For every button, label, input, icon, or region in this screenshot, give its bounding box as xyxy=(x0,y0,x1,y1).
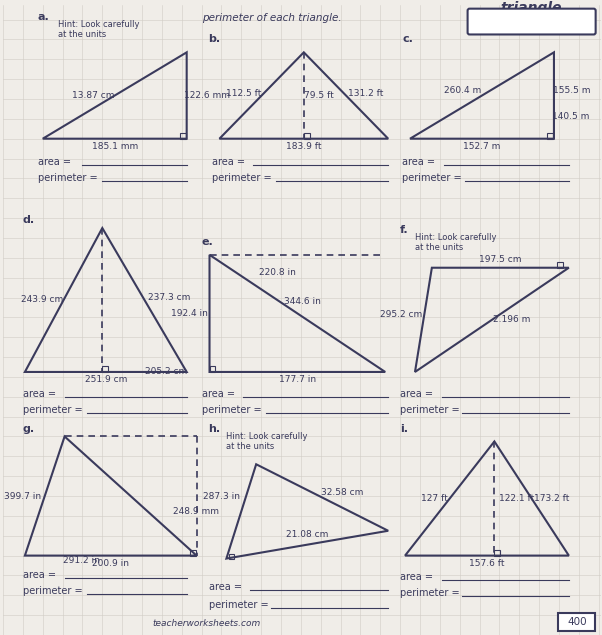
Text: perimeter =: perimeter = xyxy=(400,404,460,415)
Text: perimeter =: perimeter = xyxy=(202,404,261,415)
Text: h.: h. xyxy=(208,424,221,434)
Text: perimeter =: perimeter = xyxy=(23,404,82,415)
Text: 183.9 ft: 183.9 ft xyxy=(286,142,321,151)
Text: perimeter =: perimeter = xyxy=(211,173,271,184)
Text: 155.5 m: 155.5 m xyxy=(553,86,591,95)
Text: perimeter of each triangle.: perimeter of each triangle. xyxy=(202,13,341,23)
Text: 122.6 mm: 122.6 mm xyxy=(184,91,229,100)
Text: 197.5 cm: 197.5 cm xyxy=(479,255,521,264)
Text: perimeter =: perimeter = xyxy=(38,173,98,184)
Text: 243.9 cm: 243.9 cm xyxy=(20,295,63,305)
Text: 192.4 in: 192.4 in xyxy=(171,309,208,318)
Text: i.: i. xyxy=(400,424,408,434)
Text: 291.2 in: 291.2 in xyxy=(63,556,99,565)
Text: 152.7 m: 152.7 m xyxy=(464,142,501,151)
Text: 122.1 ft: 122.1 ft xyxy=(498,494,534,503)
Text: area =: area = xyxy=(402,157,435,168)
Text: 287.3 in: 287.3 in xyxy=(203,491,240,500)
Text: area =: area = xyxy=(38,157,71,168)
Text: 13.87 cm: 13.87 cm xyxy=(72,91,114,100)
Text: 177.7 in: 177.7 in xyxy=(279,375,316,384)
Text: 112.5 ft: 112.5 ft xyxy=(226,89,261,98)
Text: 127 ft: 127 ft xyxy=(421,494,448,503)
Text: area =: area = xyxy=(400,572,433,582)
Text: 185.1 mm: 185.1 mm xyxy=(92,142,138,151)
Text: b.: b. xyxy=(208,34,221,44)
Text: 399.7 in: 399.7 in xyxy=(4,491,42,500)
Text: 79.5 ft: 79.5 ft xyxy=(304,91,334,100)
Text: 200.9 in: 200.9 in xyxy=(92,559,129,568)
Text: 2.196 m: 2.196 m xyxy=(493,316,530,324)
Text: area =: area = xyxy=(23,570,56,580)
Text: Hint: Look carefully
at the units: Hint: Look carefully at the units xyxy=(226,432,308,451)
Text: area =: area = xyxy=(23,389,56,399)
Text: a.: a. xyxy=(38,11,49,22)
Text: 131.2 ft: 131.2 ft xyxy=(348,89,383,98)
Text: 260.4 m: 260.4 m xyxy=(444,86,481,95)
Text: 140.5 m: 140.5 m xyxy=(552,112,589,121)
Text: d.: d. xyxy=(23,215,35,225)
Text: perimeter =: perimeter = xyxy=(208,600,268,610)
Text: area =: area = xyxy=(208,582,241,592)
Text: 32.58 cm: 32.58 cm xyxy=(321,488,363,497)
Text: perimeter =: perimeter = xyxy=(400,588,460,598)
Text: g.: g. xyxy=(23,424,35,434)
Text: area =: area = xyxy=(211,157,244,168)
Text: 248.9 mm: 248.9 mm xyxy=(173,507,220,516)
Text: area =: area = xyxy=(202,389,235,399)
Text: Hint: Look carefully
at the units: Hint: Look carefully at the units xyxy=(415,233,497,252)
Text: 157.6 ft: 157.6 ft xyxy=(469,559,504,568)
Text: triangle: triangle xyxy=(489,13,545,25)
Text: 173.2 ft: 173.2 ft xyxy=(534,494,569,503)
Text: perimeter =: perimeter = xyxy=(402,173,462,184)
Text: c.: c. xyxy=(402,34,413,44)
Text: 237.3 cm: 237.3 cm xyxy=(148,293,190,302)
Text: 220.8 in: 220.8 in xyxy=(259,268,296,277)
Text: 21.08 cm: 21.08 cm xyxy=(286,530,329,539)
Text: f.: f. xyxy=(400,225,409,235)
Text: Hint: Look carefully
at the units: Hint: Look carefully at the units xyxy=(58,20,139,39)
Text: 400: 400 xyxy=(567,617,586,627)
Text: area =: area = xyxy=(400,389,433,399)
Text: teacherworksheets.com: teacherworksheets.com xyxy=(152,619,260,628)
Text: 344.6 in: 344.6 in xyxy=(284,297,321,306)
Text: triangle: triangle xyxy=(500,1,562,15)
Text: 205.2 cm: 205.2 cm xyxy=(145,368,187,377)
FancyBboxPatch shape xyxy=(558,613,595,631)
Text: 295.2 cm: 295.2 cm xyxy=(380,311,423,319)
Text: e.: e. xyxy=(202,237,213,247)
Text: 251.9 cm: 251.9 cm xyxy=(85,375,127,384)
Text: perimeter =: perimeter = xyxy=(23,586,82,596)
FancyBboxPatch shape xyxy=(468,9,595,34)
